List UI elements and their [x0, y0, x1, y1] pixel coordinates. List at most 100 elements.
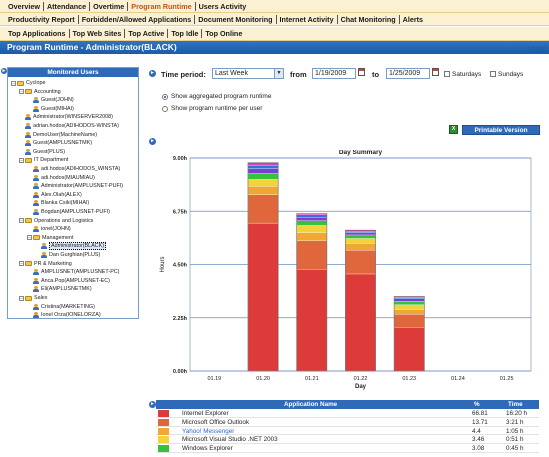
menu-separator — [275, 14, 277, 24]
tree-user[interactable]: Administrator(WINSERVER2008) — [19, 113, 113, 121]
nav-tab-chat-monitoring[interactable]: Chat Monitoring — [340, 14, 396, 24]
tree-user[interactable]: Eli(AMPLUSNETMK) — [27, 285, 92, 293]
bar-segment — [345, 231, 376, 233]
tree-user[interactable]: Alex.Olah(ALEX) — [27, 191, 82, 199]
tree-user[interactable]: Ionel Orza(IONELORZA) — [27, 311, 101, 318]
tree-user[interactable]: adrian.hodos(ADIHODOS-WINSTA) — [19, 122, 119, 130]
bar-segment — [247, 222, 279, 372]
chart-title: Day Summary — [339, 150, 383, 156]
nav-tab-overview[interactable]: Overview — [8, 1, 40, 11]
user-icon — [33, 105, 39, 112]
tree-user[interactable]: Guest(JOHN) — [27, 96, 74, 104]
from-label: from — [290, 70, 307, 79]
nav-tab-overtime[interactable]: Overtime — [93, 1, 125, 11]
from-date-input[interactable]: 1/19/2009 — [312, 68, 356, 79]
tree-group[interactable]: − PR & Marketing — [19, 260, 72, 268]
collapse-icon[interactable]: − — [19, 157, 24, 163]
table-row[interactable]: Internet Explorer 66.81 16:20 h — [156, 409, 539, 418]
tree-user[interactable]: Cristina(MARKETING) — [27, 303, 95, 311]
tree-user[interactable]: Guest(AMPLUSNETMK) — [19, 139, 92, 147]
table-row[interactable]: Yahoo! Messenger 4.4 1:05 h — [156, 427, 539, 436]
color-swatch — [158, 427, 169, 435]
tree-node-label: Guest(MIHAI) — [41, 105, 74, 112]
collapse-icon[interactable]: − — [11, 80, 16, 86]
table-row[interactable]: Microsoft Office Outlook 13.71 3:21 h — [156, 418, 539, 427]
tree-group[interactable]: − Accounting — [19, 88, 61, 96]
collapse-icon[interactable]: − — [19, 89, 24, 95]
tree-user[interactable]: Dan Gurghian(PLUS) — [35, 251, 100, 259]
bar-segment — [247, 162, 279, 166]
collapse-icon[interactable]: − — [19, 261, 24, 267]
nav-tab-productivity-report[interactable]: Productivity Report — [8, 14, 75, 24]
saturdays-checkbox[interactable] — [444, 71, 450, 77]
collapse-icon[interactable]: − — [19, 218, 24, 224]
tree-user[interactable]: Blanka Csiki(MIHAI) — [27, 199, 89, 207]
from-calendar-icon[interactable] — [358, 68, 365, 76]
tree-group[interactable]: − Operations and Logistics — [19, 217, 93, 225]
nav-tab-forbidden-allowed-applications[interactable]: Forbidden/Allowed Applications — [81, 14, 192, 24]
col-application-name[interactable]: Application Name — [284, 401, 338, 408]
table-arrow-icon: ► — [149, 401, 156, 408]
aggregated-radio[interactable] — [162, 94, 168, 100]
to-calendar-icon[interactable] — [432, 68, 439, 76]
time-period-arrow-icon: ► — [149, 70, 156, 77]
bar-segment — [393, 298, 425, 302]
nav-tab-alerts[interactable]: Alerts — [402, 14, 424, 24]
nav-tab-internet-activity[interactable]: Internet Activity — [279, 14, 334, 24]
tree-node-label: adi.hodos(ADIHODOS_WINSTA) — [41, 166, 121, 172]
report-tab-top-idle[interactable]: Top Idle — [171, 29, 199, 38]
tree-arrow-icon: ► — [1, 68, 7, 74]
table-row[interactable]: Windows Explorer 3.08 0:45 h — [156, 444, 539, 453]
tree-user[interactable]: ionel(JOHN) — [27, 225, 71, 233]
time-period-select[interactable]: Last Week ▼ — [212, 68, 284, 79]
tree-group[interactable]: − IT Department — [19, 156, 68, 164]
collapse-icon[interactable]: − — [19, 295, 24, 301]
tree-group[interactable]: − Sales — [19, 294, 48, 302]
user-icon — [33, 183, 39, 190]
tree-user[interactable]: AMPLUSNET(AMPLUSNET-PC) — [27, 268, 119, 276]
table-row[interactable]: Microsoft Visual Studio .NET 2003 3.46 0:5… — [156, 435, 539, 445]
tree-user[interactable]: Administrator(BLACK) — [35, 242, 107, 251]
excel-export-icon[interactable]: X — [449, 125, 458, 134]
bar-outline — [247, 162, 279, 372]
per-user-radio[interactable] — [162, 106, 168, 112]
nav-tab-users-activity[interactable]: Users Activity — [198, 1, 247, 11]
printable-version-button[interactable]: Printable Version — [462, 125, 540, 135]
nav-tab-program-runtime[interactable]: Program Runtime — [131, 1, 192, 11]
menu-separator — [167, 29, 169, 38]
to-date-input[interactable]: 1/25/2009 — [386, 68, 430, 79]
sundays-checkbox[interactable] — [490, 71, 496, 77]
user-icon — [33, 303, 39, 310]
bar-segment — [393, 327, 425, 372]
bar-segment — [296, 217, 328, 221]
col-percent[interactable]: % — [474, 401, 480, 408]
app-name-cell: Yahoo! Messenger — [182, 427, 235, 435]
report-tab-top-active[interactable]: Top Active — [128, 29, 165, 38]
collapse-icon[interactable]: − — [27, 235, 32, 241]
bar-segment — [345, 250, 376, 275]
logout-link[interactable]: Logout — [527, 46, 546, 52]
tree-node-label: Dan Gurghian(PLUS) — [49, 252, 101, 258]
nav-tab-attendance[interactable]: Attendance — [46, 1, 87, 11]
tree-user[interactable]: Anca.Pop(AMPLUSNET-EC) — [27, 277, 110, 285]
tree-user[interactable]: Guest(MIHAI) — [27, 105, 74, 113]
tree-user[interactable]: Administrator(AMPLUSNET-PUFI) — [27, 182, 123, 190]
report-tab-top-applications[interactable]: Top Applications — [8, 29, 66, 38]
col-time[interactable]: Time — [508, 401, 523, 408]
tree-user[interactable]: Bogdan(AMPLUSNET-PUFI) — [27, 208, 110, 216]
tree-user[interactable]: Guest(PLUS) — [19, 148, 65, 156]
chevron-down-icon[interactable]: ▼ — [274, 69, 283, 78]
tree-user[interactable]: adi.hodos(MIAUMIAU) — [27, 174, 95, 182]
tree-node-label: Guest(AMPLUSNETMK) — [33, 140, 93, 147]
report-tab-top-web-sites[interactable]: Top Web Sites — [72, 29, 122, 38]
tree-user[interactable]: DemoUser(MachineName) — [19, 131, 97, 139]
report-tab-top-online[interactable]: Top Online — [205, 29, 243, 38]
application-table: Application Name % Time Internet Explore… — [156, 400, 539, 453]
tree-group[interactable]: − Management — [27, 234, 73, 242]
tree-node-label: Administrator(BLACK) — [49, 242, 107, 251]
tree-group[interactable]: − Cyclope — [11, 79, 45, 87]
bar-segment — [296, 232, 328, 241]
sub-nav: Productivity Report Forbidden/Allowed App… — [0, 13, 549, 26]
nav-tab-document-monitoring[interactable]: Document Monitoring — [198, 14, 273, 24]
tree-user[interactable]: adi.hodos(ADIHODOS_WINSTA) — [27, 165, 120, 173]
